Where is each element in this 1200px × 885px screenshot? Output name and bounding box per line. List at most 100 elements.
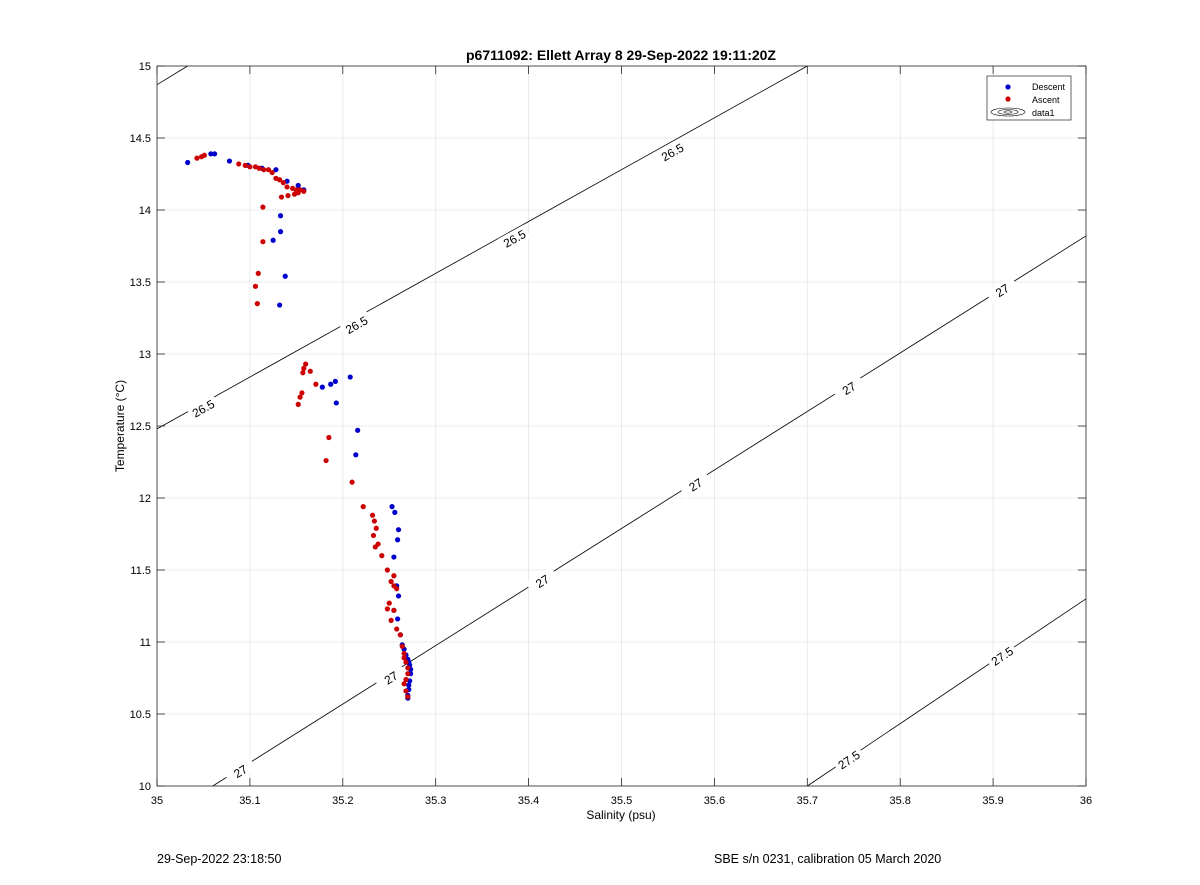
point-descent	[211, 151, 218, 157]
point-descent	[277, 229, 284, 235]
legend-marker-descent	[1005, 84, 1011, 90]
point-ascent	[403, 688, 409, 694]
contour-label-bg	[497, 224, 532, 253]
point-ascent	[260, 239, 266, 245]
contour-label-bg	[985, 641, 1019, 671]
contour-label-bg	[655, 138, 690, 166]
grid-lines	[156, 65, 1087, 787]
point-descent	[277, 213, 284, 219]
point-ascent	[397, 632, 403, 638]
point-descent	[226, 158, 233, 164]
point-descent	[208, 151, 214, 157]
point-ascent	[372, 544, 378, 550]
point-ascent	[371, 518, 377, 524]
point-ascent	[405, 694, 411, 700]
point-ascent	[291, 191, 298, 197]
point-ascent	[370, 532, 377, 539]
point-descent	[282, 273, 288, 279]
contour-label-bg	[678, 470, 713, 499]
point-ascent	[280, 180, 286, 186]
contour-line-26-5	[156, 65, 808, 430]
point-descent	[395, 593, 402, 599]
point-descent	[355, 427, 361, 433]
x-tick-label: 35.7	[797, 795, 818, 807]
point-ascent	[399, 643, 405, 649]
point-descent	[273, 167, 279, 173]
x-tick-label: 35.2	[332, 795, 353, 807]
x-tick-label: 35.9	[982, 795, 1003, 807]
legend-contour-icon-inner	[1003, 110, 1013, 114]
point-ascent	[247, 164, 253, 170]
point-ascent	[391, 573, 397, 579]
x-axis-label: Salinity (psu)	[586, 808, 655, 822]
legend-marker-ascent	[1005, 96, 1011, 102]
point-ascent	[307, 368, 313, 374]
point-descent	[406, 682, 412, 688]
point-ascent	[303, 361, 309, 367]
point-descent	[319, 384, 325, 390]
axis-ticks: 35 35.1 35.2 35.3 35.4 35.5 35.6 35.7 35.8 35.9 36…	[130, 61, 1093, 807]
point-ascent	[265, 167, 272, 173]
contour-label-bg	[832, 373, 866, 403]
x-tick-label: 35.1	[239, 795, 260, 807]
point-ascent	[301, 365, 307, 371]
point-ascent	[252, 283, 259, 289]
contour-label-bg	[223, 756, 258, 786]
x-tick-label: 35	[151, 795, 163, 807]
x-tick-label: 35.4	[518, 795, 539, 807]
point-ascent	[403, 659, 409, 665]
y-tick-label: 11.5	[130, 565, 151, 577]
point-ascent	[388, 617, 394, 624]
point-descent	[353, 452, 359, 458]
point-descent	[347, 374, 353, 380]
x-tick-label: 35.8	[889, 795, 910, 807]
point-ascent	[260, 204, 266, 210]
point-ascent	[394, 626, 400, 632]
point-ascent	[369, 512, 376, 518]
contour-label-bg	[374, 663, 408, 692]
y-tick-label: 14.5	[130, 133, 151, 145]
contour-line-26-5	[156, 65, 188, 86]
legend: Descent Ascent data1	[986, 75, 1072, 121]
point-ascent	[326, 434, 332, 441]
point-ascent	[394, 586, 400, 592]
data-points	[185, 151, 414, 701]
point-ascent	[194, 155, 200, 161]
point-ascent	[255, 270, 261, 276]
point-ascent	[261, 167, 267, 173]
point-descent	[392, 509, 398, 515]
point-ascent	[236, 161, 242, 167]
point-ascent	[379, 553, 385, 559]
point-ascent	[278, 194, 285, 200]
point-ascent	[405, 665, 411, 671]
point-ascent	[360, 504, 366, 510]
point-ascent	[323, 457, 329, 464]
point-descent	[295, 182, 301, 189]
point-ascent	[386, 600, 392, 606]
y-tick-label: 13.5	[130, 277, 151, 289]
point-ascent	[391, 607, 397, 613]
point-ascent	[284, 184, 290, 190]
contour-label-bg	[186, 394, 220, 423]
y-tick-label: 14	[139, 205, 151, 217]
point-descent	[277, 302, 283, 308]
y-tick-label: 13	[139, 349, 151, 361]
contour-label-bg	[525, 566, 559, 596]
point-ascent	[373, 525, 379, 531]
legend-label-data1: data1	[1032, 108, 1055, 118]
contour-line-27	[212, 235, 1087, 787]
x-tick-label: 35.6	[704, 795, 725, 807]
point-ascent	[285, 193, 291, 199]
x-tick-label: 35.5	[611, 795, 632, 807]
point-ascent	[254, 301, 260, 307]
point-descent	[395, 537, 401, 543]
point-descent	[333, 400, 339, 406]
footer-calibration: SBE s/n 0231, calibration 05 March 2020	[714, 852, 942, 866]
point-descent	[395, 527, 402, 533]
point-ascent	[277, 177, 283, 183]
point-ascent	[349, 479, 355, 485]
point-ascent	[403, 676, 409, 683]
contour-label-bg	[339, 310, 374, 339]
